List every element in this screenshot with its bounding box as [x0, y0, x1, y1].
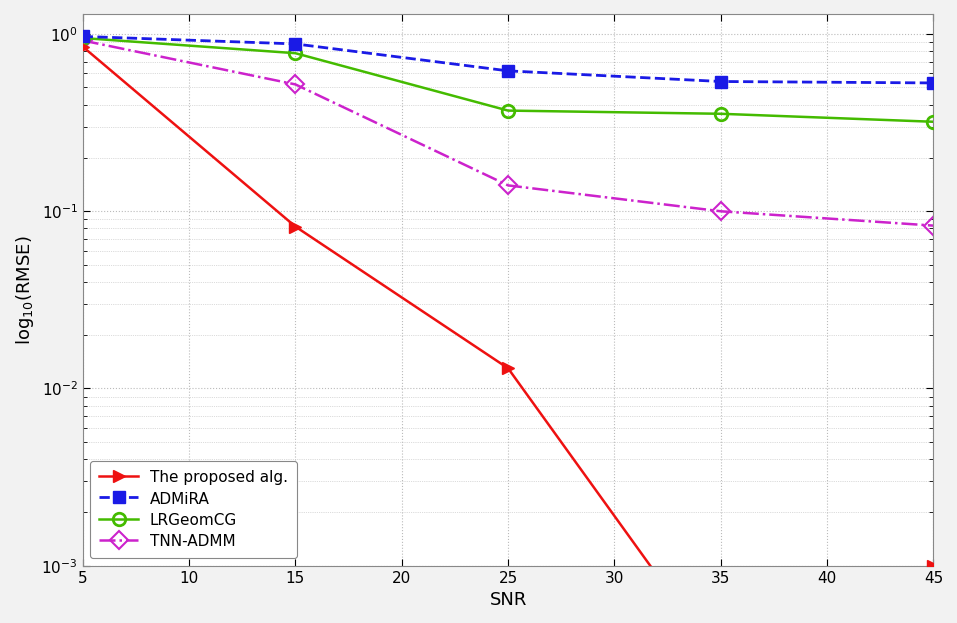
LRGeomCG — [502, 107, 514, 115]
TNN-ADMM — [502, 182, 514, 189]
TNN-ADMM — [715, 207, 726, 215]
The proposed alg. — [927, 562, 939, 569]
The proposed alg. — [502, 364, 514, 372]
X-axis label: SNR: SNR — [489, 591, 526, 609]
ADMiRA — [927, 79, 939, 87]
Line: LRGeomCG: LRGeomCG — [77, 32, 940, 128]
Line: ADMiRA: ADMiRA — [78, 31, 939, 88]
LRGeomCG — [77, 34, 88, 42]
Legend: The proposed alg., ADMiRA, LRGeomCG, TNN-ADMM: The proposed alg., ADMiRA, LRGeomCG, TNN… — [90, 461, 297, 558]
LRGeomCG — [290, 49, 301, 57]
ADMiRA — [715, 78, 726, 85]
Y-axis label: log$_{10}$(RMSE): log$_{10}$(RMSE) — [14, 235, 36, 345]
ADMiRA — [77, 32, 88, 40]
Line: TNN-ADMM: TNN-ADMM — [77, 34, 940, 232]
LRGeomCG — [715, 110, 726, 118]
TNN-ADMM — [927, 222, 939, 229]
The proposed alg. — [77, 43, 88, 50]
TNN-ADMM — [290, 80, 301, 88]
ADMiRA — [502, 67, 514, 75]
LRGeomCG — [927, 118, 939, 125]
TNN-ADMM — [77, 37, 88, 44]
Line: The proposed alg.: The proposed alg. — [78, 41, 939, 623]
The proposed alg. — [290, 223, 301, 231]
ADMiRA — [290, 40, 301, 47]
